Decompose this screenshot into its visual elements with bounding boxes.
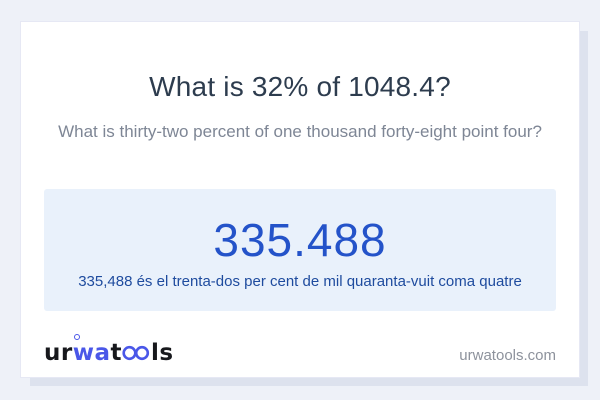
logo-seg-ls: ls <box>151 340 174 366</box>
website-text: urwatools.com <box>459 347 556 364</box>
glasses-oo-icon <box>122 340 151 366</box>
page-subtitle: What is thirty-two percent of one thousa… <box>58 122 542 141</box>
logo-seg-ur: ur <box>44 340 73 366</box>
answer-sentence: 335,488 és el trenta-dos per cent de mil… <box>78 273 522 290</box>
logo-seg-wa-text: wa <box>72 340 111 366</box>
footer: ur wat ls urwatools.com <box>44 334 556 368</box>
logo-seg-wa: wa <box>72 334 111 368</box>
answer-box: 335.488 335,488 és el trenta-dos per cen… <box>44 189 556 311</box>
answer-value: 335.488 <box>213 214 387 266</box>
brand-logo: ur wat ls <box>44 334 174 368</box>
result-card: What is 32% of 1048.4? What is thirty-tw… <box>20 21 580 378</box>
ring-icon <box>73 334 80 340</box>
page-title: What is 32% of 1048.4? <box>149 71 451 102</box>
logo-seg-t: t <box>110 340 122 366</box>
